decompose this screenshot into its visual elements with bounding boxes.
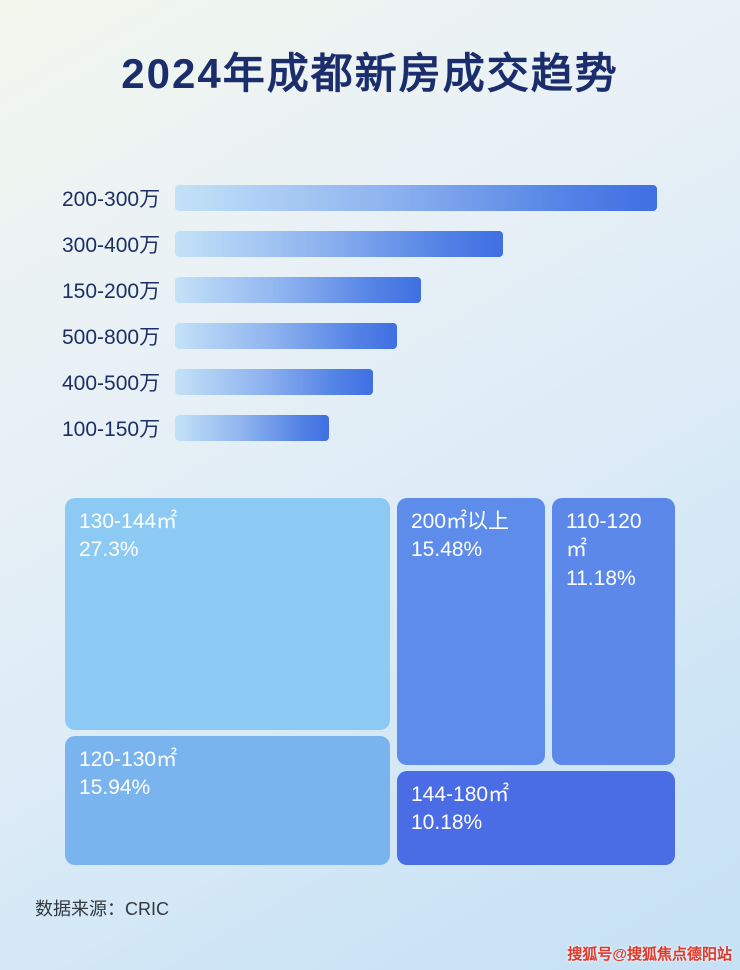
bar-row: 500-800万 — [62, 313, 682, 359]
treemap-block-label: 120-130㎡ — [79, 748, 178, 771]
treemap-block-130-144: 130-144㎡ 27.3% — [65, 498, 390, 730]
bar-row: 100-150万 — [62, 405, 682, 451]
bar-category-label: 100-150万 — [62, 418, 161, 441]
treemap-block-percent: 10.18% — [411, 811, 483, 835]
watermark-label: 搜狐号@搜狐焦点德阳站 — [567, 946, 732, 963]
bar-category-label: 300-400万 — [62, 234, 161, 257]
bar — [175, 185, 657, 211]
bar — [175, 277, 421, 303]
bar-row: 300-400万 — [62, 221, 682, 267]
treemap-block-percent: 27.3% — [79, 538, 139, 562]
treemap-chart: 130-144㎡ 27.3% 120-130㎡ 15.94% 200㎡以上 15… — [65, 498, 675, 865]
bar-row: 200-300万 — [62, 175, 682, 221]
treemap-block-200-plus: 200㎡以上 15.48% — [397, 498, 545, 765]
bar — [175, 415, 329, 441]
bar — [175, 369, 373, 395]
treemap-block-110-120: 110-120㎡ 11.18% — [552, 498, 675, 765]
bar-category-label: 150-200万 — [62, 280, 161, 303]
treemap-block-label: 110-120㎡ — [566, 510, 642, 562]
bar — [175, 231, 503, 257]
treemap-block-label: 200㎡以上 — [411, 510, 510, 533]
treemap-block-percent: 11.18% — [566, 566, 636, 590]
treemap-block-percent: 15.94% — [79, 776, 151, 800]
bar — [175, 323, 397, 349]
treemap-block-120-130: 120-130㎡ 15.94% — [65, 736, 390, 865]
bar-category-label: 500-800万 — [62, 326, 161, 349]
treemap-block-label: 130-144㎡ — [79, 510, 178, 533]
bar-category-label: 400-500万 — [62, 372, 161, 395]
treemap-block-percent: 15.48% — [411, 538, 483, 562]
treemap-block-label: 144-180㎡ — [411, 783, 510, 806]
bar-row: 150-200万 — [62, 267, 682, 313]
page-title: 2024年成都新房成交趋势 — [121, 50, 619, 97]
bar-chart: 200-300万 300-400万 150-200万 500-800万 400-500万… — [62, 175, 682, 451]
data-source-label: 数据来源：CRIC — [35, 899, 169, 919]
treemap-block-144-180: 144-180㎡ 10.18% — [397, 771, 675, 865]
bar-row: 400-500万 — [62, 359, 682, 405]
bar-category-label: 200-300万 — [62, 188, 161, 211]
